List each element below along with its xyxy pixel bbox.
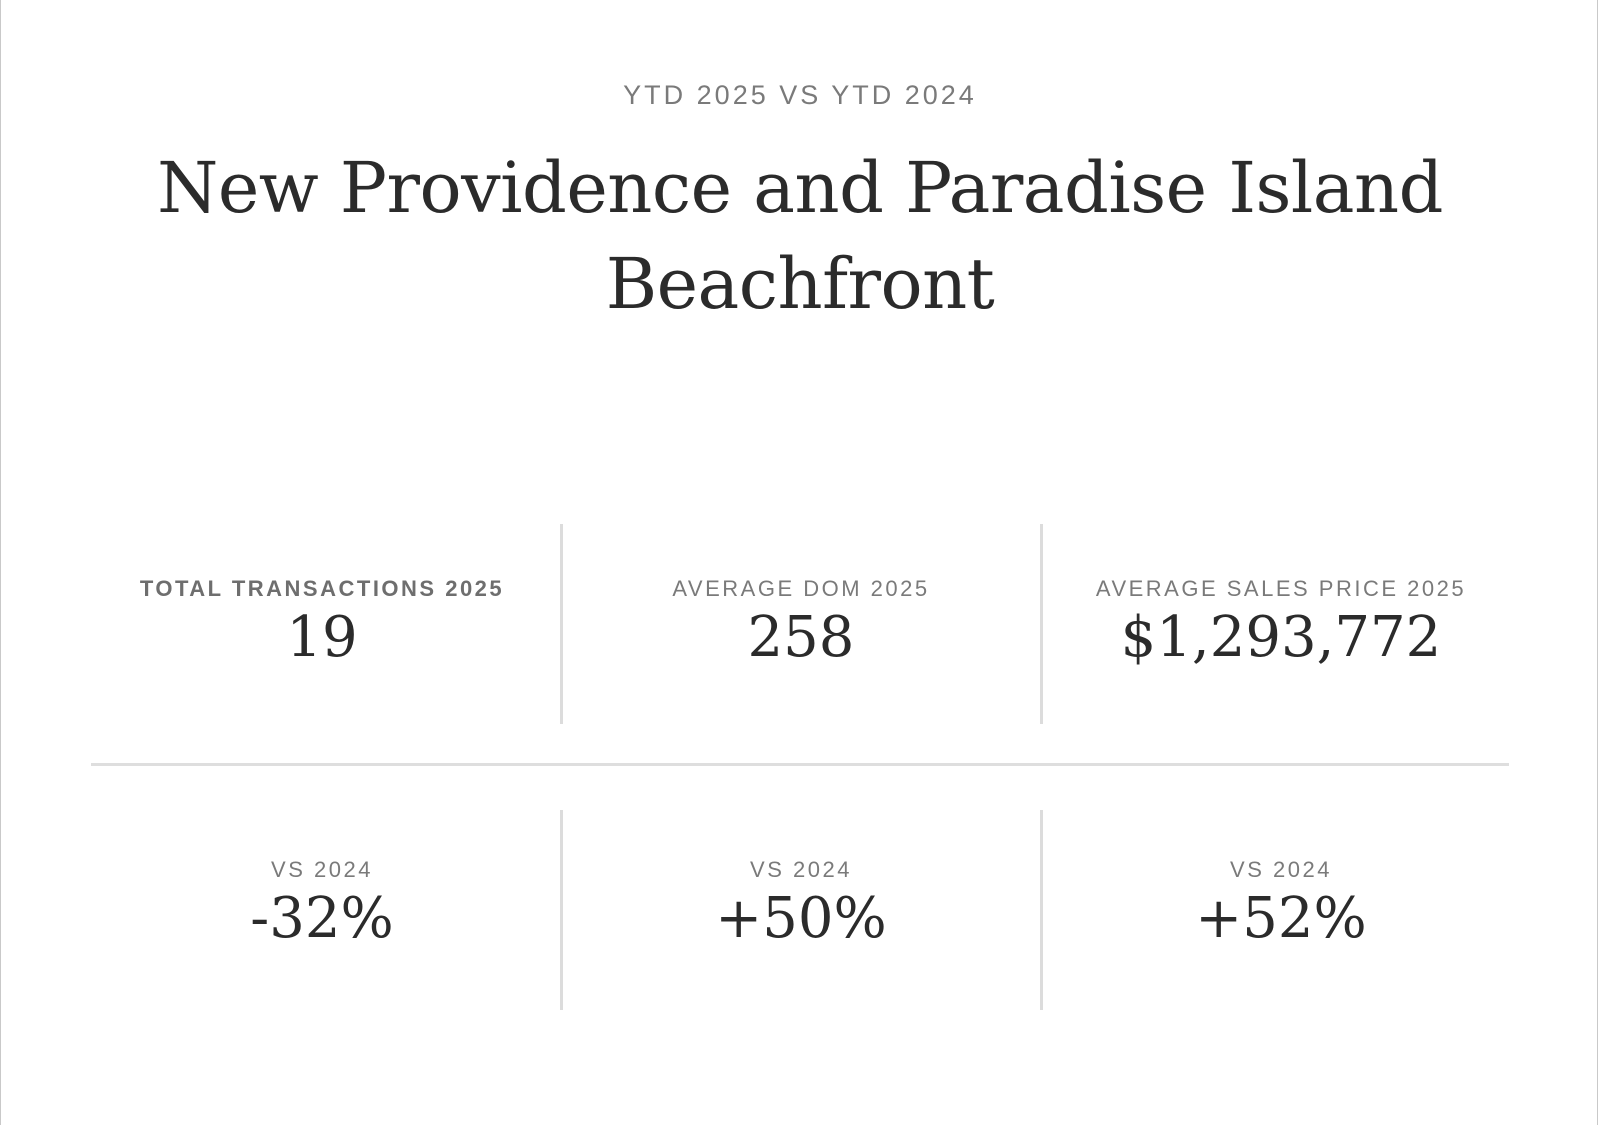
stat-label: AVERAGE SALES PRICE 2025 — [1095, 576, 1467, 601]
stat-label: VS 2024 — [750, 857, 852, 882]
stat-value: $1,293,772 — [1120, 605, 1442, 670]
row-divider — [91, 763, 1509, 766]
page-title-line-2: Beachfront — [605, 243, 995, 325]
stat-price-change: VS 2024 +52% — [1041, 856, 1521, 952]
stat-label: TOTAL TRANSACTIONS 2025 — [139, 576, 505, 601]
stat-average-dom: AVERAGE DOM 2025 258 — [561, 575, 1041, 671]
stat-label: VS 2024 — [1230, 857, 1332, 882]
column-divider — [1040, 810, 1043, 1010]
stat-value: -32% — [250, 886, 394, 951]
page-title-line-1: New Providence and Paradise Island — [157, 147, 1443, 229]
column-divider — [1040, 524, 1043, 724]
stat-value: 258 — [747, 605, 855, 670]
stat-value: +52% — [1195, 886, 1367, 951]
stat-label: AVERAGE DOM 2025 — [672, 576, 930, 601]
stat-dom-change: VS 2024 +50% — [561, 856, 1041, 952]
stat-total-transactions: TOTAL TRANSACTIONS 2025 19 — [82, 575, 562, 671]
stat-label: VS 2024 — [271, 857, 373, 882]
stat-value: +50% — [715, 886, 887, 951]
stat-transactions-change: VS 2024 -32% — [82, 856, 562, 952]
page-title: New Providence and Paradise Island Beach… — [0, 140, 1600, 332]
stat-value: 19 — [286, 605, 358, 670]
column-divider — [560, 810, 563, 1010]
period-eyebrow: YTD 2025 VS YTD 2024 — [623, 80, 977, 110]
stat-average-sales-price: AVERAGE SALES PRICE 2025 $1,293,772 — [1041, 575, 1521, 671]
column-divider — [560, 524, 563, 724]
